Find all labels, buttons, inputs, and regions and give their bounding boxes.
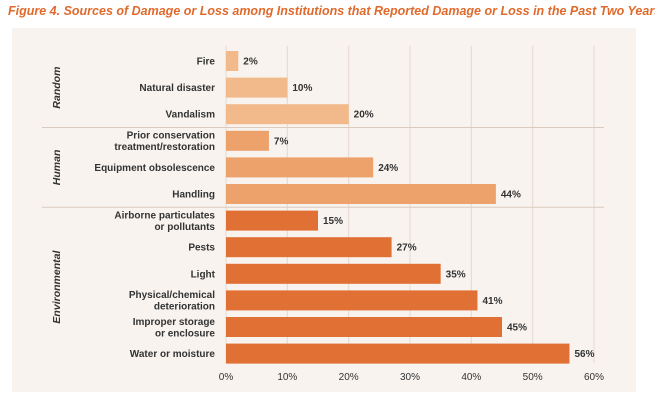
x-tick-label: 30% <box>400 372 420 383</box>
value-label: 20% <box>354 110 374 121</box>
value-label: 24% <box>378 163 398 174</box>
category-label: Water or moisture <box>130 349 216 360</box>
category-label: Improper storage or enclosure <box>133 317 216 340</box>
x-tick-label: 60% <box>584 372 604 383</box>
category-label: Light <box>191 269 216 280</box>
bar <box>226 77 288 98</box>
x-tick-label: 40% <box>461 372 481 383</box>
category-label: Natural disaster <box>139 83 215 94</box>
value-label: 10% <box>292 83 312 94</box>
category-label: Handling <box>172 190 215 201</box>
bar <box>226 237 392 258</box>
bar <box>226 184 496 204</box>
x-tick-label: 10% <box>277 372 297 383</box>
category-label: Physical/chemical deterioration <box>129 290 215 313</box>
value-label: 41% <box>482 296 502 307</box>
bar <box>226 343 570 364</box>
bar <box>226 263 441 284</box>
chart-title: Figure 4. Sources of Damage or Loss amon… <box>8 4 655 18</box>
category-label: Pests <box>188 243 215 254</box>
group-label: Environmental <box>51 250 63 324</box>
category-label: Vandalism <box>166 110 216 121</box>
group-label: Human <box>51 150 63 186</box>
bar <box>226 130 269 151</box>
category-label: Fire <box>197 57 216 68</box>
category-label: Airborne particulates or pollutants <box>114 210 215 233</box>
value-label: 45% <box>507 323 527 334</box>
x-tick-label: 50% <box>523 372 543 383</box>
bar <box>226 210 318 231</box>
group-label: Random <box>51 67 63 109</box>
x-tick-label: 0% <box>219 372 234 383</box>
category-label: Prior conservation treatment/restoration <box>114 131 215 154</box>
value-label: 15% <box>323 216 343 227</box>
value-label: 2% <box>243 57 258 68</box>
x-tick-label: 20% <box>339 372 359 383</box>
bar <box>226 51 239 71</box>
value-label: 27% <box>397 243 417 254</box>
value-label: 35% <box>446 269 466 280</box>
category-label: Equipment obsolescence <box>94 163 215 174</box>
bar <box>226 290 478 311</box>
bar <box>226 317 502 337</box>
bar <box>226 104 349 125</box>
bar <box>226 157 374 178</box>
value-label: 7% <box>274 136 289 147</box>
value-label: 56% <box>574 349 594 360</box>
value-label: 44% <box>501 190 521 201</box>
